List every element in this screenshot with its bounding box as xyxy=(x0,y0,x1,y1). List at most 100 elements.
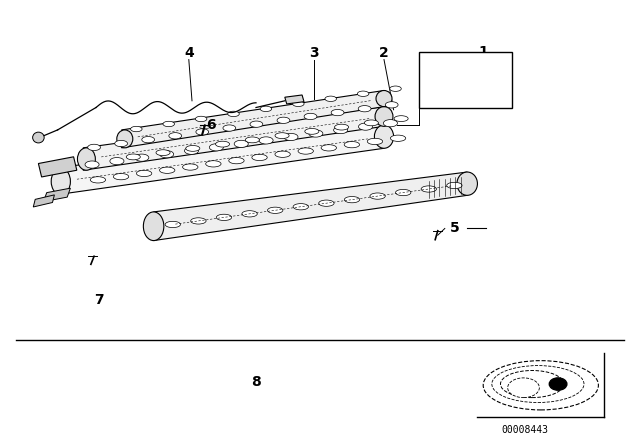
Ellipse shape xyxy=(308,130,323,137)
Ellipse shape xyxy=(383,120,397,127)
Ellipse shape xyxy=(260,106,271,112)
Text: 6: 6 xyxy=(206,118,216,133)
Polygon shape xyxy=(122,90,384,148)
Ellipse shape xyxy=(390,86,401,91)
Ellipse shape xyxy=(184,147,198,155)
Ellipse shape xyxy=(358,123,372,130)
Ellipse shape xyxy=(357,91,369,96)
Text: 1: 1 xyxy=(478,44,488,59)
Ellipse shape xyxy=(136,170,152,177)
Ellipse shape xyxy=(396,190,411,196)
Text: 5: 5 xyxy=(449,221,460,236)
Ellipse shape xyxy=(245,137,259,143)
Ellipse shape xyxy=(228,158,244,164)
Text: 4: 4 xyxy=(184,46,194,60)
Ellipse shape xyxy=(508,378,540,398)
Ellipse shape xyxy=(234,140,248,147)
Ellipse shape xyxy=(143,212,164,241)
Ellipse shape xyxy=(305,129,319,134)
Ellipse shape xyxy=(223,125,236,131)
Ellipse shape xyxy=(333,126,348,134)
Ellipse shape xyxy=(165,221,180,228)
Polygon shape xyxy=(44,188,70,202)
Ellipse shape xyxy=(135,154,149,161)
Ellipse shape xyxy=(298,148,314,154)
Polygon shape xyxy=(154,172,467,241)
Ellipse shape xyxy=(321,145,337,151)
Ellipse shape xyxy=(163,121,175,127)
Ellipse shape xyxy=(284,134,298,141)
Ellipse shape xyxy=(33,132,44,143)
Ellipse shape xyxy=(60,164,74,172)
Ellipse shape xyxy=(85,161,99,168)
Ellipse shape xyxy=(375,107,393,126)
Ellipse shape xyxy=(331,109,344,116)
Ellipse shape xyxy=(252,154,268,160)
Ellipse shape xyxy=(385,102,398,108)
Ellipse shape xyxy=(275,133,289,138)
Ellipse shape xyxy=(186,146,200,151)
Ellipse shape xyxy=(277,117,290,124)
Ellipse shape xyxy=(117,130,133,148)
Ellipse shape xyxy=(421,186,436,192)
Ellipse shape xyxy=(216,141,230,147)
Ellipse shape xyxy=(156,150,170,155)
Ellipse shape xyxy=(131,126,142,132)
Text: 7: 7 xyxy=(94,293,104,307)
Ellipse shape xyxy=(447,182,462,189)
Text: 00008443: 00008443 xyxy=(501,425,548,435)
Ellipse shape xyxy=(293,203,308,210)
Ellipse shape xyxy=(367,138,383,145)
Ellipse shape xyxy=(228,111,239,116)
Ellipse shape xyxy=(275,151,291,157)
Ellipse shape xyxy=(242,211,257,217)
Ellipse shape xyxy=(390,135,406,142)
Ellipse shape xyxy=(169,133,182,139)
Polygon shape xyxy=(285,95,304,104)
Ellipse shape xyxy=(394,116,408,121)
Ellipse shape xyxy=(304,113,317,120)
Ellipse shape xyxy=(292,101,304,107)
Ellipse shape xyxy=(191,218,206,224)
Ellipse shape xyxy=(250,121,263,127)
Ellipse shape xyxy=(90,177,106,183)
Polygon shape xyxy=(56,125,384,195)
Ellipse shape xyxy=(319,200,334,207)
Ellipse shape xyxy=(364,120,378,126)
Polygon shape xyxy=(83,107,384,170)
Ellipse shape xyxy=(77,148,95,170)
Ellipse shape xyxy=(113,173,129,180)
Ellipse shape xyxy=(51,168,70,195)
Ellipse shape xyxy=(159,167,175,173)
Ellipse shape xyxy=(500,370,564,398)
Ellipse shape xyxy=(268,207,283,213)
Ellipse shape xyxy=(159,151,173,158)
Text: 2: 2 xyxy=(379,46,389,60)
Bar xyxy=(419,52,512,108)
Text: 3: 3 xyxy=(308,46,319,60)
Ellipse shape xyxy=(182,164,198,170)
Ellipse shape xyxy=(205,161,221,167)
Ellipse shape xyxy=(376,90,392,107)
Ellipse shape xyxy=(325,96,337,101)
Ellipse shape xyxy=(335,124,349,130)
Ellipse shape xyxy=(370,193,385,199)
Ellipse shape xyxy=(196,129,209,135)
Ellipse shape xyxy=(457,172,477,195)
Ellipse shape xyxy=(358,106,371,112)
Ellipse shape xyxy=(344,197,360,203)
Ellipse shape xyxy=(110,158,124,165)
Ellipse shape xyxy=(209,144,223,151)
Polygon shape xyxy=(38,157,77,177)
Ellipse shape xyxy=(374,125,394,148)
Ellipse shape xyxy=(115,140,127,146)
Polygon shape xyxy=(33,195,54,207)
Ellipse shape xyxy=(216,214,232,220)
Circle shape xyxy=(549,378,567,390)
Text: 8: 8 xyxy=(251,375,261,389)
Ellipse shape xyxy=(195,116,207,122)
Ellipse shape xyxy=(126,154,140,160)
Ellipse shape xyxy=(492,366,584,402)
Ellipse shape xyxy=(344,142,360,148)
Ellipse shape xyxy=(88,144,100,151)
